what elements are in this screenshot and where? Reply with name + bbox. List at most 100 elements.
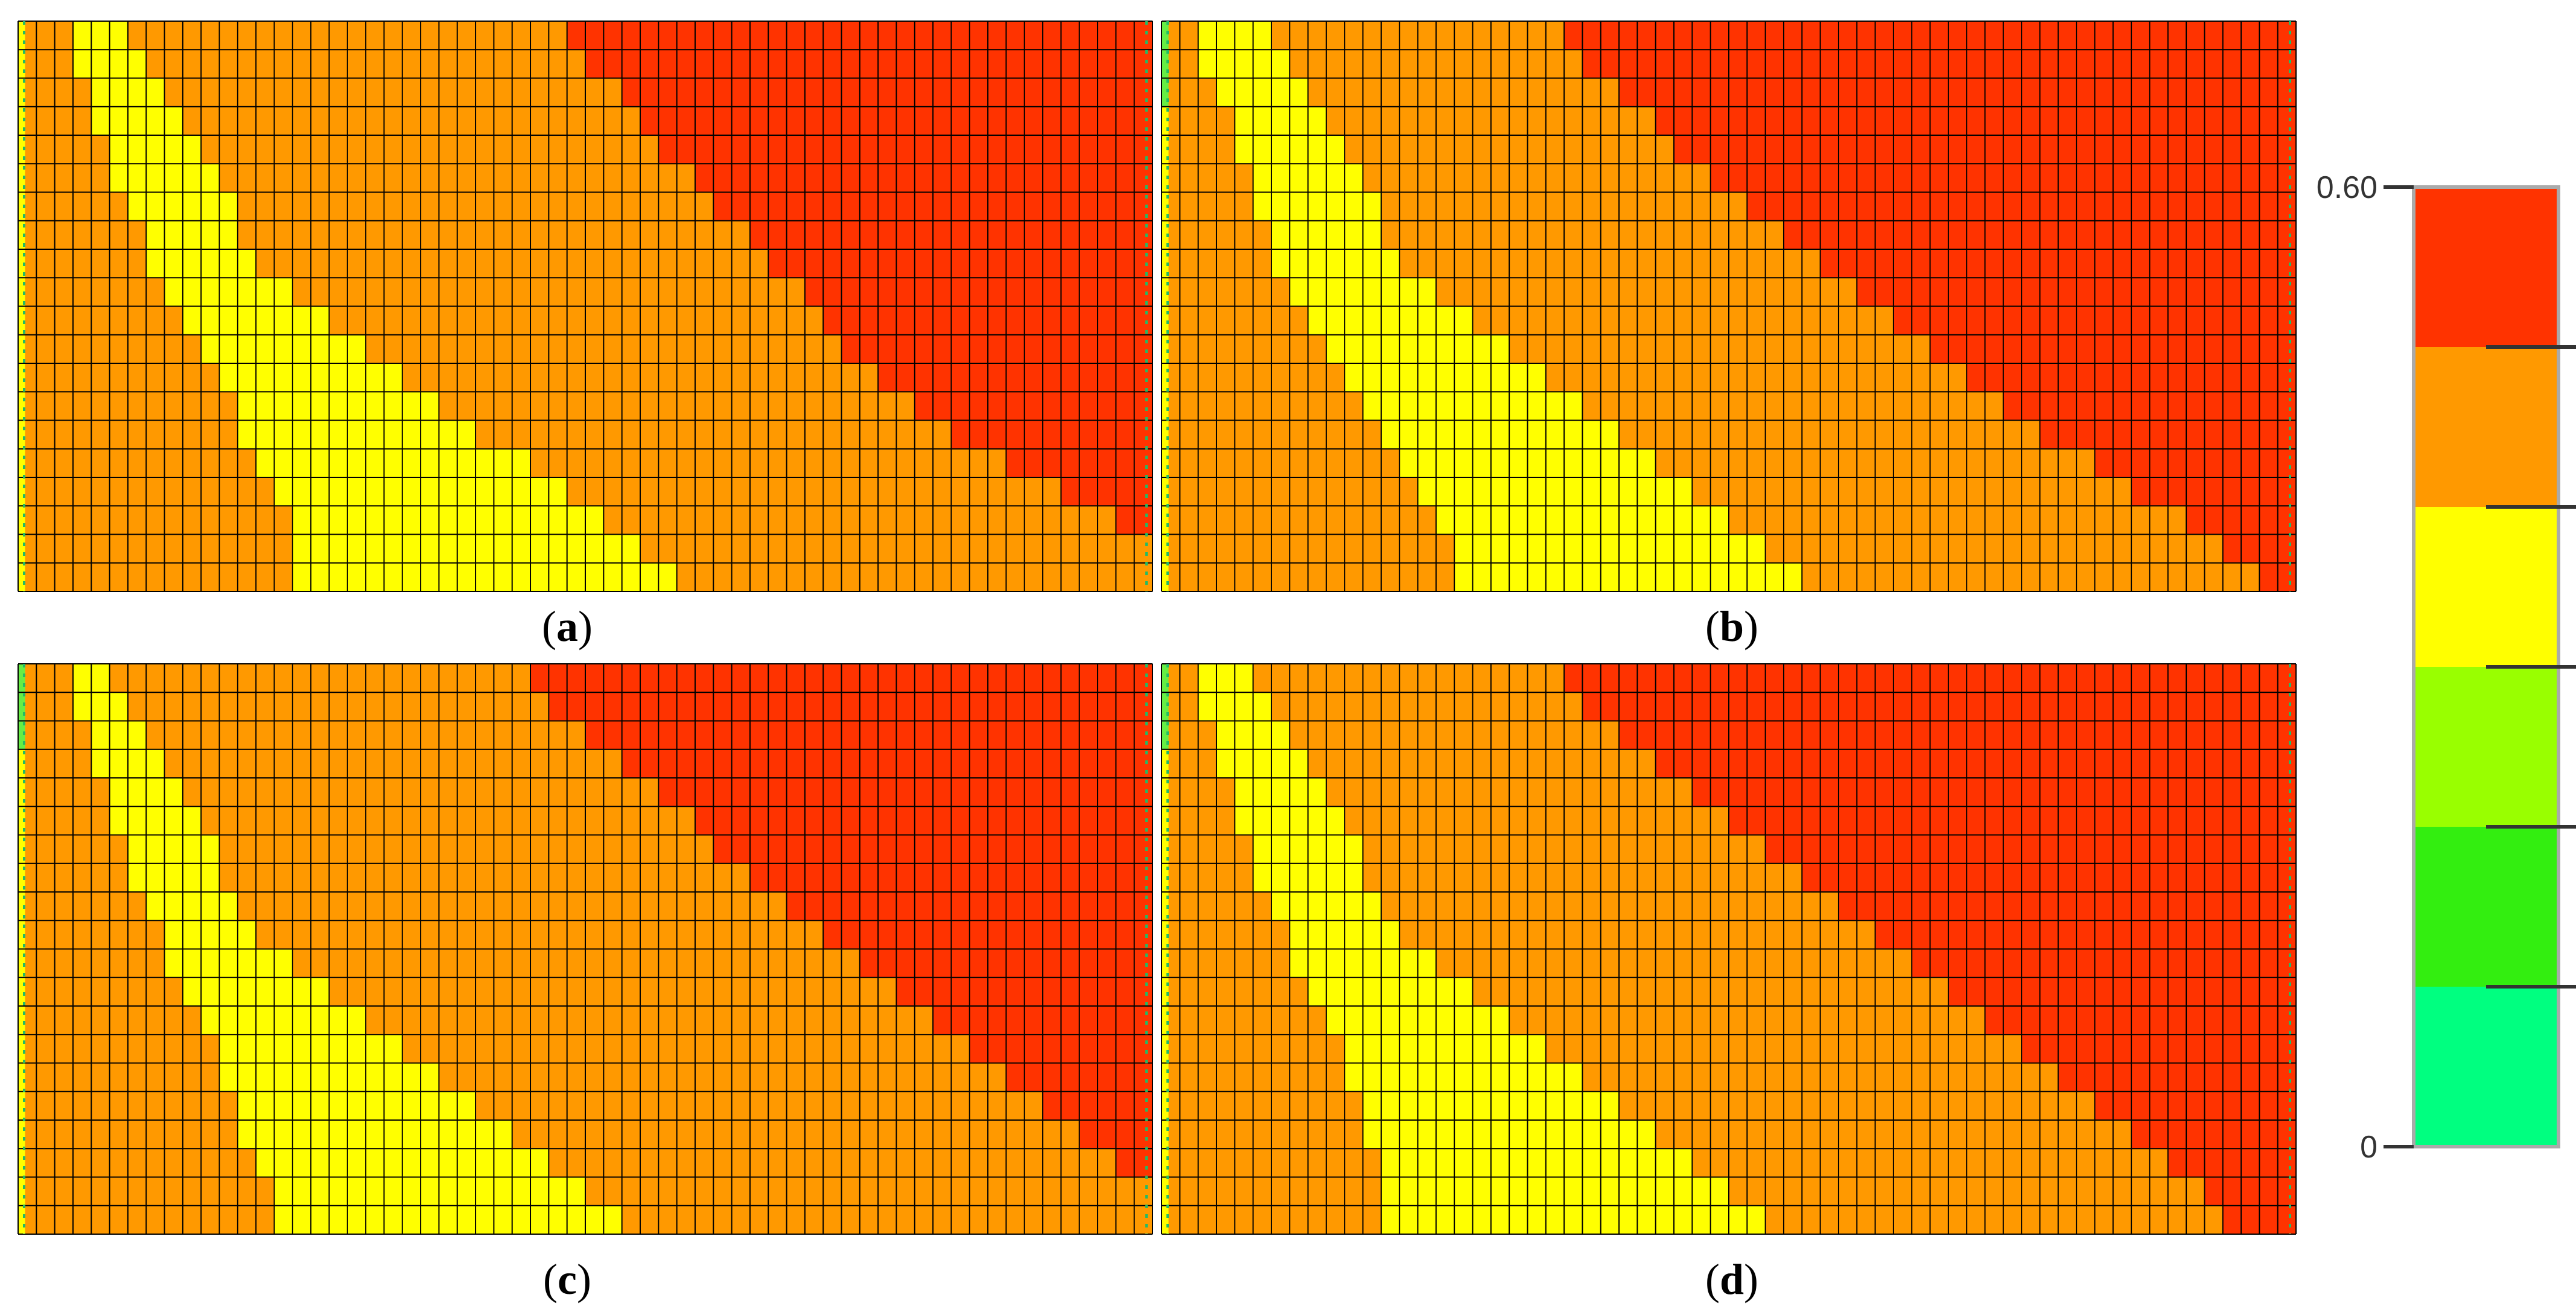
heatmap-cell-edge (1162, 363, 1169, 392)
heatmap-cell-edge (18, 664, 25, 693)
heatmap-cell-red (841, 334, 1153, 363)
heatmap-cell-red (1838, 892, 2296, 921)
heatmap-panel-c (17, 663, 1153, 1235)
panel-label-d-letter: d (1719, 1255, 1744, 1304)
heatmap-cell-edge (18, 749, 25, 778)
heatmap-cell-edge (18, 920, 25, 949)
heatmap-cell-yellow (1253, 192, 1381, 221)
heatmap-cell-edge (1162, 1120, 1169, 1149)
heatmap-cell-edge (18, 692, 25, 721)
heatmap-cell-edge (1162, 1148, 1169, 1177)
heatmap-cell-yellow (1344, 363, 1546, 392)
heatmap-cell-red (1582, 692, 2296, 721)
heatmap-panel-a (17, 21, 1153, 592)
colorbar: 0.600.500.400.300.200.100 (2317, 170, 2576, 1165)
heatmap-cell-edge (1162, 392, 1169, 421)
heatmap-cell-red (1655, 749, 2296, 778)
heatmap-cell-yellow (146, 892, 238, 921)
heatmap-cell-edge (1162, 562, 1169, 591)
heatmap-cell-edge (18, 1063, 25, 1092)
heatmap-cell-red (2058, 1063, 2296, 1092)
heatmap-cell-red (549, 692, 1153, 721)
heatmap-cell-yellow (1216, 78, 1308, 107)
heatmap-cell-yellow (1344, 1063, 1583, 1092)
heatmap-cell-yellow (274, 1205, 622, 1234)
heatmap-cell-yellow (256, 448, 531, 477)
heatmap-cell-yellow (237, 1120, 512, 1149)
panel-label-b-letter: b (1719, 602, 1744, 651)
heatmap-cell-yellow (127, 863, 220, 892)
heatmap-cell-edge (1162, 1034, 1169, 1063)
heatmap-cell-yellow (1381, 1205, 1766, 1234)
heatmap-cell-edge (18, 278, 25, 307)
heatmap-cell-yellow (146, 220, 238, 249)
heatmap-cell-yellow (292, 534, 640, 563)
heatmap-panel-b (1161, 21, 2297, 592)
colorbar-band (2414, 347, 2559, 507)
heatmap-cell-yellow (1198, 664, 1253, 693)
heatmap-cell-red (658, 778, 1153, 807)
heatmap-cell-yellow (201, 1006, 366, 1035)
heatmap-cell-yellow (201, 334, 366, 363)
heatmap-cell-red (951, 420, 1153, 449)
heatmap-cell-edge (1162, 334, 1169, 363)
heatmap-cell-red (1912, 949, 2296, 978)
colorbar-band (2414, 187, 2559, 347)
heatmap-cell-yellow (237, 1091, 476, 1120)
heatmap-grid (1161, 21, 2297, 592)
panel-label-a: (a) (542, 602, 593, 651)
heatmap-cell-edge (18, 977, 25, 1006)
heatmap-cell-edge (1162, 306, 1169, 335)
heatmap-cell-red (1655, 106, 2296, 135)
heatmap-cell-edge (18, 1120, 25, 1149)
heatmap-cell-yellow (1216, 749, 1308, 778)
heatmap-cell-red (585, 49, 1153, 78)
heatmap-cell-red (1985, 1006, 2296, 1035)
heatmap-cell-yellow (91, 106, 183, 135)
heatmap-cell-red (2094, 448, 2296, 477)
heatmap-cell-edge (1162, 892, 1169, 921)
heatmap-cell-red (2204, 1177, 2296, 1206)
heatmap-cell-edge (18, 562, 25, 591)
heatmap-cell-red (622, 749, 1153, 778)
heatmap-cell-edge (18, 392, 25, 421)
heatmap-cell-yellow (164, 949, 293, 978)
heatmap-cell-edge (18, 1205, 25, 1234)
heatmap-cell-edge (1162, 164, 1169, 193)
heatmap-cell-edge (18, 334, 25, 363)
heatmap-grid (17, 21, 1153, 592)
heatmap-cell-edge (1162, 863, 1169, 892)
heatmap-cell-edge (18, 721, 25, 750)
heatmap-cell-edge (18, 420, 25, 449)
heatmap-cell-yellow (1381, 1148, 1693, 1177)
heatmap-cell-edge (1162, 977, 1169, 1006)
heatmap-cell-yellow (237, 420, 476, 449)
heatmap-cell-yellow (1198, 49, 1290, 78)
heatmap-cell-edge (1162, 1006, 1169, 1035)
heatmap-cell-edge (1162, 477, 1169, 506)
heatmap-cell-red (768, 249, 1153, 278)
heatmap-cell-red (1582, 49, 2296, 78)
heatmap-cell-edge (1162, 135, 1169, 164)
heatmap-cell-edge (1162, 249, 1169, 278)
panel-label-d: (d) (1705, 1255, 1758, 1304)
heatmap-cell-red (2131, 1120, 2296, 1149)
heatmap-cell-yellow (1381, 420, 1620, 449)
heatmap-cell-red (1061, 477, 1153, 506)
heatmap-cell-edge (18, 892, 25, 921)
heatmap-cell-red (2021, 1034, 2296, 1063)
heatmap-cell-edge (18, 1006, 25, 1035)
heatmap-cell-yellow (1308, 977, 1473, 1006)
heatmap-cell-edge (18, 192, 25, 221)
heatmap-cell-edge (18, 949, 25, 978)
heatmap-cell-red (1802, 863, 2296, 892)
heatmap-cell-yellow (237, 392, 439, 421)
heatmap-grid (1161, 663, 2297, 1235)
heatmap-cell-edge (1162, 1091, 1169, 1120)
heatmap-cell-edge (1162, 1063, 1169, 1092)
heatmap-cell-edge (18, 135, 25, 164)
heatmap-cell-edge (1162, 949, 1169, 978)
heatmap-cell-edge (18, 21, 25, 50)
panel-label-a-letter: a (556, 602, 578, 651)
heatmap-cell-edge (1162, 1177, 1169, 1206)
